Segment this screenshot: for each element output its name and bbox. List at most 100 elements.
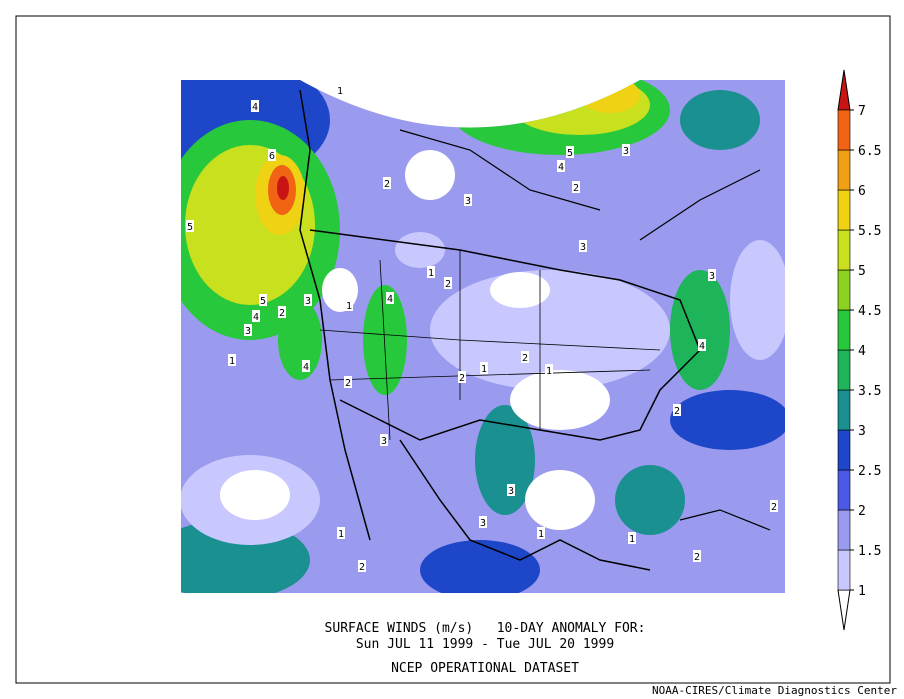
colorbar-label: 7 bbox=[858, 104, 866, 119]
colorbar-segment bbox=[837, 349, 851, 391]
colorbar-label: 2 bbox=[858, 504, 866, 519]
contour-label: 4 bbox=[253, 312, 259, 323]
contour-label: 6 bbox=[269, 151, 275, 162]
colorbar-label: 2.5 bbox=[858, 464, 881, 479]
contour-label: 1 bbox=[481, 364, 487, 375]
contour-label: 1 bbox=[629, 534, 635, 545]
contour-label-box bbox=[386, 292, 394, 304]
contour-label: 1 bbox=[346, 301, 352, 312]
colorbar-segment bbox=[837, 229, 851, 271]
contour-label-box bbox=[479, 516, 487, 528]
contour-label: 2 bbox=[384, 179, 390, 190]
colorbar-segment bbox=[837, 509, 851, 551]
contour-label-box bbox=[336, 84, 344, 96]
contour-label: 1 bbox=[337, 86, 343, 97]
contour-label-box bbox=[458, 371, 466, 383]
caption-line: Sun JUL 11 1999 - Tue JUL 20 1999 bbox=[356, 637, 614, 652]
contour-label-box bbox=[673, 404, 681, 416]
colorbar-segment bbox=[837, 149, 851, 191]
colorbar-label: 6 bbox=[858, 184, 866, 199]
contour-label-box bbox=[698, 339, 706, 351]
contour-label-box bbox=[537, 527, 545, 539]
colorbar-label: 3.5 bbox=[858, 384, 881, 399]
colorbar-label: 6.5 bbox=[858, 144, 881, 159]
contour-label-box bbox=[251, 100, 259, 112]
frame bbox=[15, 15, 891, 684]
contour-label: 2 bbox=[345, 378, 351, 389]
contour-label: 4 bbox=[387, 294, 393, 305]
contour-label-box bbox=[304, 294, 312, 306]
contour-label: 2 bbox=[674, 406, 680, 417]
contour-label: 2 bbox=[694, 552, 700, 563]
contour-label-box bbox=[383, 177, 391, 189]
contour-label: 2 bbox=[771, 502, 777, 513]
contour-label: 2 bbox=[522, 353, 528, 364]
contour-label: 2 bbox=[573, 183, 579, 194]
colorbar-segment bbox=[837, 309, 851, 351]
contour-label: 3 bbox=[305, 296, 311, 307]
contour-label: 4 bbox=[303, 362, 309, 373]
contour-label: 3 bbox=[623, 146, 629, 157]
caption-line: NCEP OPERATIONAL DATASET bbox=[391, 661, 579, 676]
colorbar-arrow bbox=[837, 69, 851, 111]
contour-label-box bbox=[628, 532, 636, 544]
colorbar: 1 1.5 2 2.5 3 3.5 4 4.5 5 5.5 6 6.5 7 bbox=[837, 69, 881, 631]
colorbar-label: 4.5 bbox=[858, 304, 881, 319]
contour-label: 2 bbox=[359, 562, 365, 573]
contour-label-box bbox=[228, 354, 236, 366]
colorbar-label: 5.5 bbox=[858, 224, 881, 239]
contour-label-box bbox=[521, 351, 529, 363]
contour-label-box bbox=[427, 266, 435, 278]
contour-label: 1 bbox=[428, 268, 434, 279]
colorbar-label: 1.5 bbox=[858, 544, 881, 559]
colorbar-arrow bbox=[837, 589, 851, 631]
contour-label: 3 bbox=[580, 242, 586, 253]
contour-label-box bbox=[302, 360, 310, 372]
colorbar-label: 4 bbox=[858, 344, 866, 359]
footer: NOAA-CIRES/Climate Diagnostics Center bbox=[652, 684, 897, 697]
contour-label-box bbox=[252, 310, 260, 322]
contour-label: 1 bbox=[546, 366, 552, 377]
contour-label-box bbox=[464, 194, 472, 206]
contour-label-box bbox=[480, 362, 488, 374]
contour-label: 3 bbox=[508, 486, 514, 497]
contour-label: 5 bbox=[187, 222, 193, 233]
contour-label: 3 bbox=[465, 196, 471, 207]
contour-label: 4 bbox=[252, 102, 258, 113]
contour-label-box bbox=[566, 146, 574, 158]
colorbar-segment bbox=[837, 269, 851, 311]
contour-label-box bbox=[545, 364, 553, 376]
contour-label-box bbox=[337, 527, 345, 539]
colorbar-segment bbox=[837, 429, 851, 471]
contour-label-box bbox=[244, 324, 252, 336]
colorbar-segment bbox=[837, 549, 851, 591]
contour-label-box bbox=[259, 294, 267, 306]
contour-label: 3 bbox=[709, 271, 715, 282]
contour-label: 5 bbox=[260, 296, 266, 307]
contour-label: 3 bbox=[381, 436, 387, 447]
colorbar-segment bbox=[837, 109, 851, 151]
contour-label-box bbox=[579, 240, 587, 252]
contour-label: 2 bbox=[445, 279, 451, 290]
contour-label-box bbox=[345, 299, 353, 311]
contour-label: 3 bbox=[245, 326, 251, 337]
contour-label-box bbox=[507, 484, 515, 496]
map bbox=[181, 80, 785, 593]
contour-label-box bbox=[344, 376, 352, 388]
contour-label-box bbox=[278, 306, 286, 318]
contour-label: 2 bbox=[459, 373, 465, 384]
contour-label: 1 bbox=[338, 529, 344, 540]
contour-label: 2 bbox=[279, 308, 285, 319]
contour-label: 4 bbox=[699, 341, 705, 352]
contour-label: 5 bbox=[567, 148, 573, 159]
contour-label-box bbox=[708, 269, 716, 281]
contour-label-box bbox=[622, 144, 630, 156]
caption-line: SURFACE WINDS (m/s) 10-DAY ANOMALY FOR: bbox=[325, 621, 646, 636]
contour-label-box bbox=[380, 434, 388, 446]
colorbar-segment bbox=[837, 469, 851, 511]
contour-label-box bbox=[770, 500, 778, 512]
contour-label: 3 bbox=[480, 518, 486, 529]
contour-label: 4 bbox=[558, 162, 564, 173]
contour-label: 1 bbox=[538, 529, 544, 540]
